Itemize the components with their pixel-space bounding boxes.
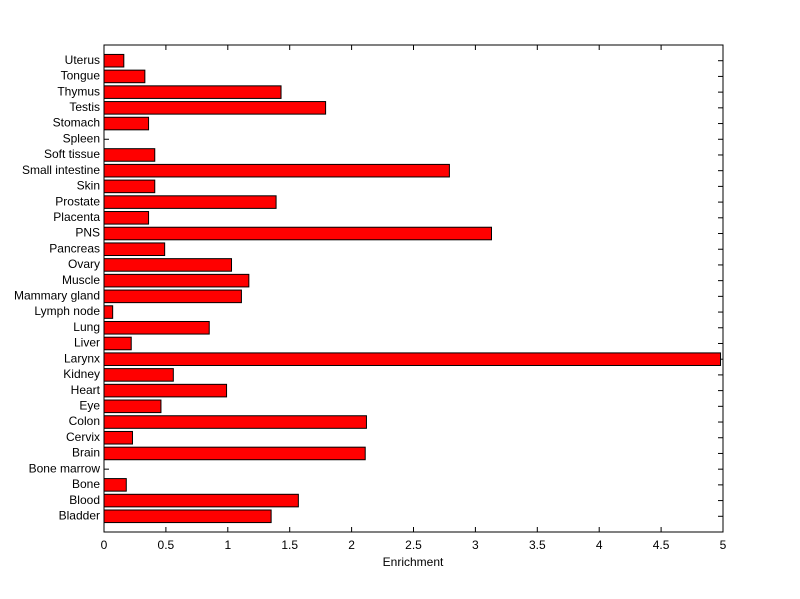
bar — [103, 383, 228, 398]
bar — [103, 446, 366, 461]
x-tick-label: 0.5 — [158, 538, 175, 552]
y-tick-label: Small intestine — [22, 163, 100, 177]
y-tick-label: Skin — [77, 179, 100, 193]
bar — [103, 179, 156, 194]
y-tick-label: Eye — [79, 398, 100, 412]
y-tick-label: Colon — [69, 414, 100, 428]
bar — [103, 368, 174, 382]
x-tick-label: 1 — [224, 538, 231, 552]
y-tick-label: Lymph node — [34, 304, 100, 318]
bar — [103, 148, 156, 162]
y-tick-label: Lung — [73, 320, 100, 334]
bar — [103, 320, 210, 335]
y-tick-label: Stomach — [53, 116, 100, 130]
y-tick-label: Placenta — [53, 210, 100, 224]
bar — [103, 116, 150, 131]
y-tick-label: Kidney — [63, 367, 100, 381]
y-tick-label: Bladder — [59, 508, 100, 522]
y-tick-label: Spleen — [63, 131, 100, 145]
x-tick-label: 3 — [472, 538, 479, 552]
y-tick-label: Mammary gland — [14, 289, 100, 303]
x-tick-label: 2.5 — [405, 538, 422, 552]
x-tick-label: 3.5 — [529, 538, 546, 552]
bar — [103, 258, 233, 272]
y-tick-label: Soft tissue — [44, 147, 100, 161]
bar — [103, 305, 114, 319]
x-axis-label: Enrichment — [383, 555, 444, 569]
y-tick-label: Cervix — [66, 430, 100, 444]
y-tick-label: Blood — [69, 493, 100, 507]
bar — [103, 415, 367, 429]
bar — [103, 101, 327, 115]
x-tick-label: 4 — [596, 538, 603, 552]
bar — [103, 242, 166, 257]
bar — [103, 226, 492, 241]
bar — [103, 289, 242, 304]
bar — [103, 336, 132, 351]
y-tick-label: Uterus — [65, 53, 100, 67]
bar — [103, 53, 125, 68]
y-tick-label: Brain — [72, 446, 100, 460]
bar — [103, 69, 146, 84]
bar — [103, 352, 722, 366]
y-tick-label: Tongue — [61, 69, 101, 83]
bar — [103, 211, 150, 225]
bar — [103, 163, 450, 178]
x-tick-label: 5 — [720, 538, 727, 552]
y-tick-label: Muscle — [62, 273, 100, 287]
y-tick-label: Bone — [72, 477, 100, 491]
bar — [103, 195, 277, 209]
bar — [103, 493, 299, 508]
y-tick-label: Ovary — [68, 257, 100, 271]
x-tick-label: 2 — [348, 538, 355, 552]
y-tick-label: Pancreas — [49, 241, 100, 255]
bar — [103, 430, 133, 445]
bar — [103, 478, 127, 492]
y-tick-label: PNS — [75, 226, 100, 240]
bar — [103, 399, 162, 414]
y-tick-label: Liver — [74, 336, 100, 350]
y-tick-label: Bone marrow — [29, 461, 101, 475]
y-tick-label: Testis — [69, 100, 100, 114]
y-tick-label: Prostate — [55, 194, 100, 208]
x-tick-label: 4.5 — [653, 538, 670, 552]
y-tick-label: Heart — [71, 383, 101, 397]
bar — [103, 509, 272, 524]
bar — [103, 85, 282, 99]
y-tick-label: Larynx — [64, 351, 100, 365]
y-tick-label: Thymus — [57, 84, 100, 98]
x-tick-label: 0 — [101, 538, 108, 552]
x-tick-label: 1.5 — [281, 538, 298, 552]
bar — [103, 273, 250, 288]
